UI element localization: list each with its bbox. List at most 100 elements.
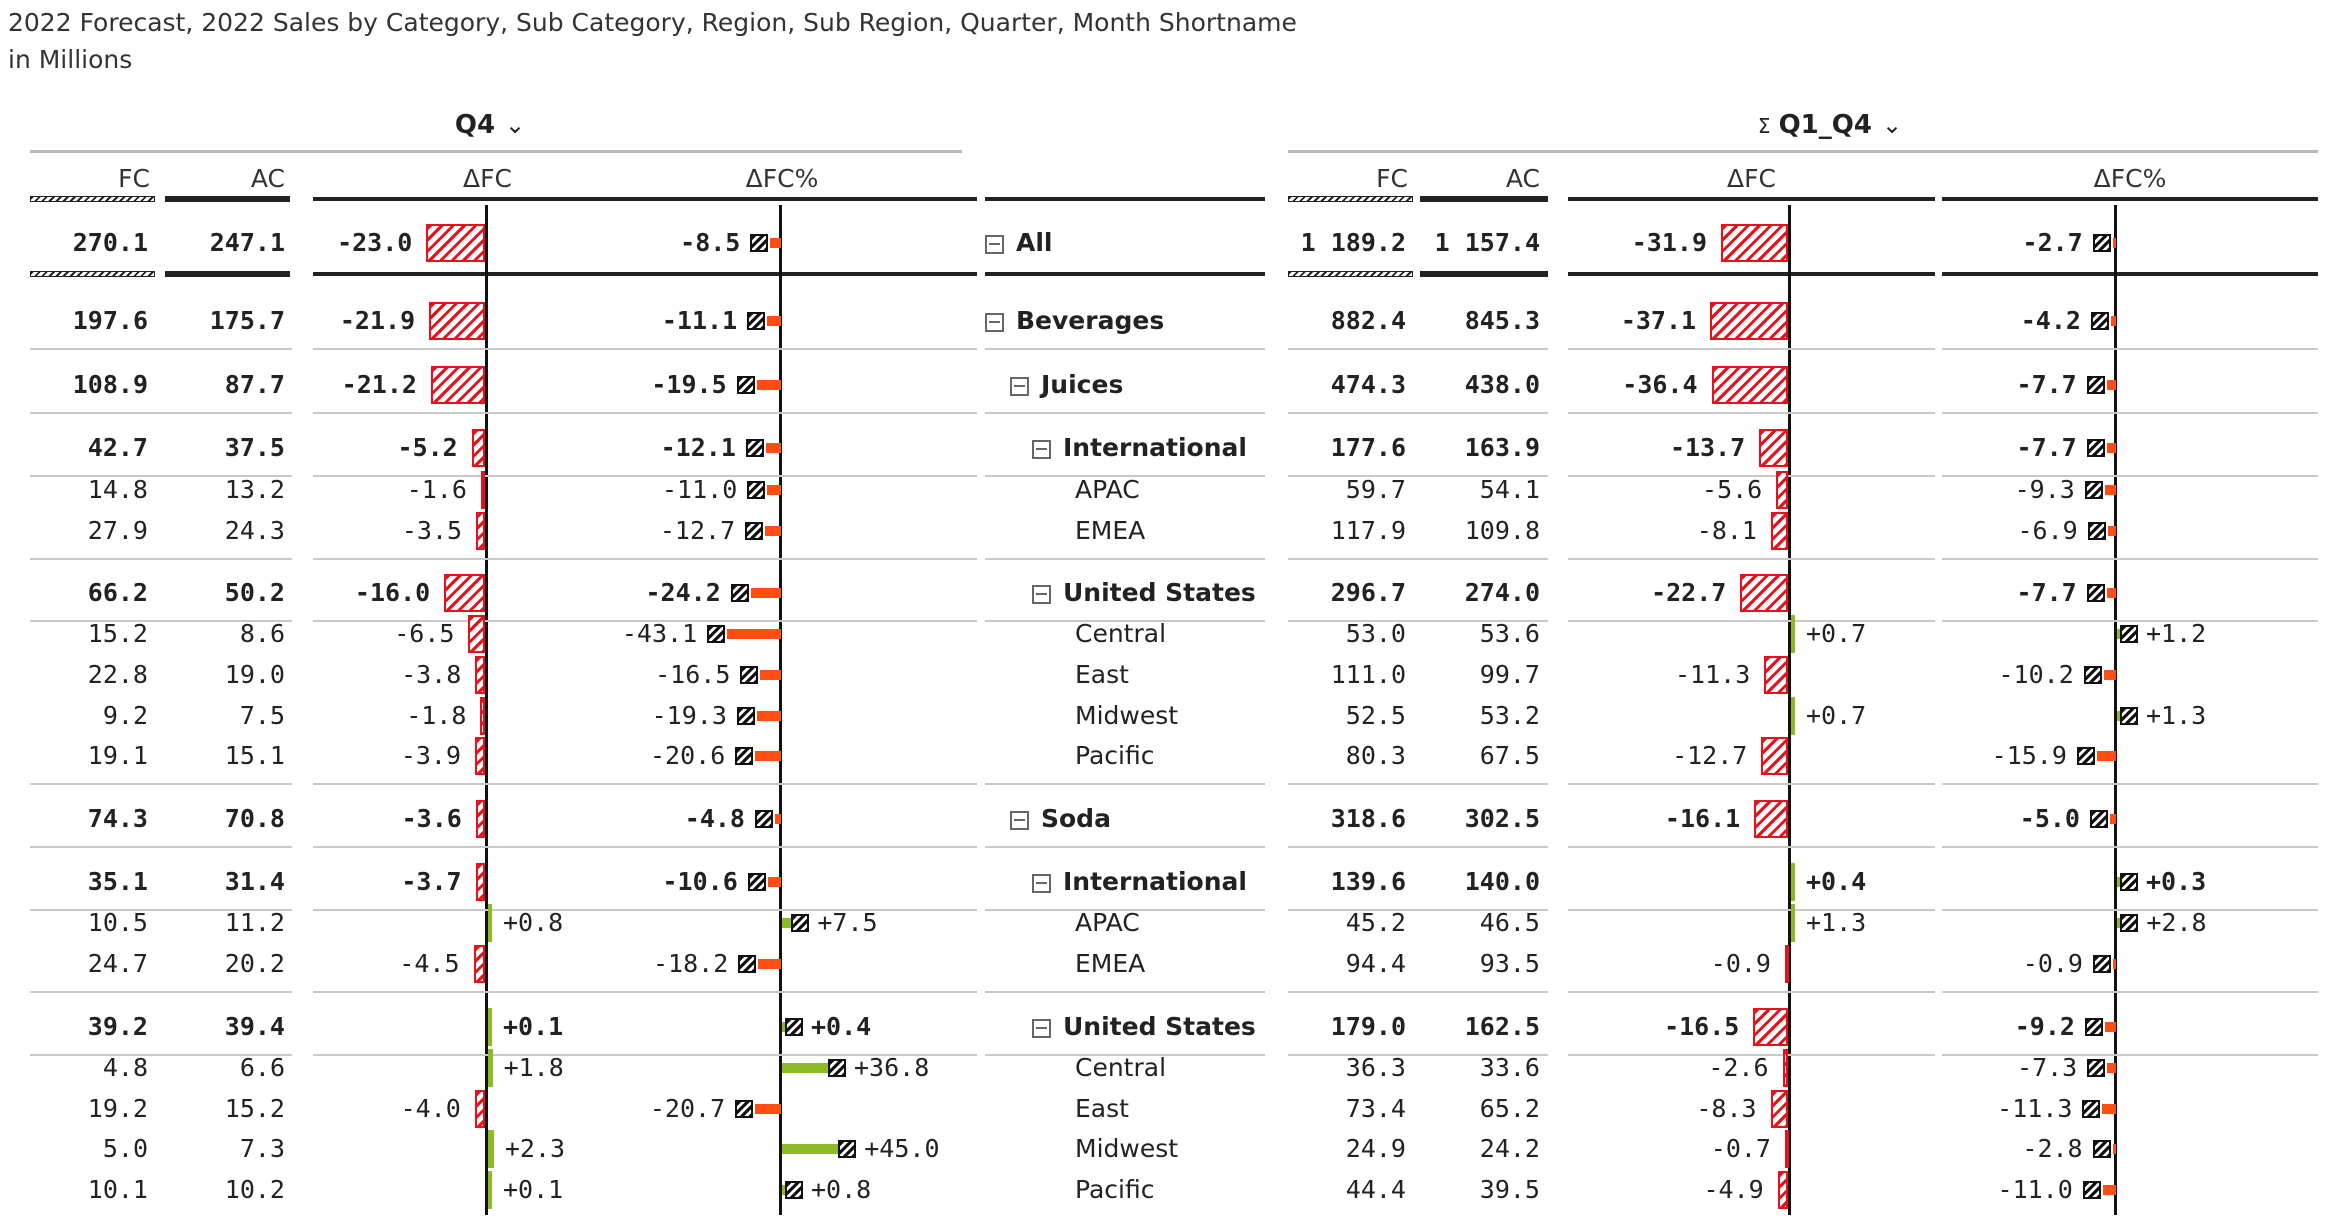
- row-divider: [30, 991, 292, 993]
- pin-marker: [707, 625, 726, 643]
- row-label-text: Soda: [1041, 804, 1111, 833]
- row-label: APAC: [1075, 908, 1140, 938]
- row-label[interactable]: International: [1032, 867, 1247, 897]
- row-label[interactable]: All: [985, 228, 1053, 258]
- cell-ac: 37.5: [224, 433, 285, 462]
- collapse-icon[interactable]: [1032, 584, 1051, 604]
- row-label[interactable]: United States: [1032, 578, 1256, 608]
- cell-dfcp: -4.8: [684, 804, 745, 833]
- pct-bar: [727, 629, 781, 639]
- pin-marker: [2086, 584, 2105, 602]
- cell-ac: 6.6: [239, 1053, 285, 1082]
- dfc-header-line: [313, 197, 662, 201]
- cell-dfcp: +0.8: [811, 1175, 872, 1204]
- dfc-bar: [1764, 656, 1788, 694]
- dfc-bar: [1777, 1171, 1788, 1209]
- row-divider: [30, 558, 292, 560]
- collapse-icon[interactable]: [1032, 873, 1051, 893]
- cell-dfcp: -2.8: [2022, 1134, 2083, 1163]
- row-label[interactable]: Juices: [1010, 370, 1123, 400]
- pin-marker: [2090, 810, 2108, 828]
- row-label: Midwest: [1075, 701, 1178, 731]
- cell-dfcp: +7.5: [817, 908, 878, 937]
- row-divider: [313, 620, 662, 622]
- cell-dfc: -16.5: [1664, 1012, 1740, 1041]
- group-divider-left: [30, 150, 962, 153]
- collapse-icon[interactable]: [1010, 376, 1029, 396]
- pin-marker: [2120, 873, 2138, 891]
- cell-ac: 7.3: [239, 1134, 285, 1163]
- collapse-icon[interactable]: [1032, 1018, 1051, 1038]
- ac-legend-bar: [165, 196, 290, 202]
- row-label: East: [1075, 660, 1129, 690]
- cell-ac: 33.6: [1479, 1053, 1540, 1082]
- cell-dfcp: +1.3: [2146, 701, 2207, 730]
- group-header-q4[interactable]: Q4 ⌄: [310, 110, 670, 140]
- collapse-icon[interactable]: [1010, 810, 1029, 830]
- pin-marker: [2084, 1018, 2103, 1036]
- pin-marker: [745, 439, 764, 457]
- dfc-bar: [476, 512, 485, 550]
- dfc-bar: [475, 656, 485, 694]
- cell-ac: 8.6: [239, 619, 285, 648]
- row-label-text: Midwest: [1075, 1134, 1179, 1163]
- fc-legend-bar: [1288, 196, 1413, 202]
- pct-bar: [755, 751, 781, 761]
- pin-marker: [747, 873, 766, 891]
- pct-bar: [782, 1144, 839, 1154]
- dfc-bar: [475, 737, 485, 775]
- cell-ac: 20.2: [224, 949, 285, 978]
- row-label[interactable]: Beverages: [985, 306, 1164, 336]
- cell-fc: 22.8: [87, 660, 148, 689]
- cell-fc: 4.8: [102, 1053, 148, 1082]
- cell-dfc: -5.6: [1702, 475, 1763, 504]
- row-label-text: Pacific: [1075, 1175, 1155, 1204]
- cell-ac: 15.1: [224, 741, 285, 770]
- collapse-icon[interactable]: [985, 234, 1004, 254]
- dfc-bar: [1711, 366, 1788, 404]
- cell-ac: 67.5: [1479, 741, 1540, 770]
- dfc-bar: [1770, 1090, 1788, 1128]
- pct-bar: [2112, 238, 2116, 248]
- dfc-bar: [1785, 1130, 1789, 1168]
- collapse-icon[interactable]: [985, 312, 1004, 332]
- row-divider: [1288, 558, 1548, 560]
- pin-marker: [2082, 1100, 2101, 1118]
- cell-fc: 44.4: [1345, 1175, 1406, 1204]
- pin-marker: [2087, 522, 2106, 540]
- group-label-q1-q4: Q1_Q4: [1778, 110, 1872, 140]
- dfc-bar: [1791, 697, 1795, 735]
- dfc-axis-right: [1788, 205, 1791, 1215]
- row-divider: [1942, 558, 2318, 560]
- row-label[interactable]: United States: [1032, 1012, 1256, 1042]
- collapse-icon[interactable]: [1032, 439, 1051, 459]
- row-divider: [30, 412, 292, 414]
- dfc-total-line: [1568, 272, 1935, 276]
- cell-dfcp: -11.1: [661, 306, 738, 335]
- row-divider: [313, 991, 662, 993]
- row-divider: [1288, 1054, 1548, 1056]
- cell-dfc: -21.9: [339, 306, 416, 335]
- cell-dfc: +0.4: [1806, 867, 1867, 896]
- cell-fc: 179.0: [1330, 1012, 1406, 1041]
- cell-fc: 39.2: [87, 1012, 148, 1041]
- row-label: Midwest: [1075, 1134, 1178, 1164]
- row-label[interactable]: International: [1032, 433, 1247, 463]
- dfc-bar: [480, 697, 485, 735]
- pin-marker: [735, 747, 754, 765]
- group-header-q1-q4[interactable]: Σ Q1_Q4 ⌄: [1620, 110, 2040, 140]
- pin-marker: [2120, 707, 2138, 725]
- row-label[interactable]: Soda: [1010, 804, 1111, 834]
- chevron-down-icon[interactable]: ⌄: [1881, 111, 1903, 139]
- dfc-bar: [1776, 471, 1788, 509]
- pct-bar: [2096, 751, 2116, 761]
- pct-bar: [2107, 526, 2116, 536]
- cell-fc: 19.1: [87, 741, 148, 770]
- cell-dfc: -5.2: [397, 433, 458, 462]
- cell-fc: 24.7: [87, 949, 148, 978]
- chevron-down-icon[interactable]: ⌄: [505, 111, 526, 139]
- cell-fc: 270.1: [72, 228, 148, 257]
- dfc-bar: [1740, 574, 1788, 612]
- row-label-text: International: [1063, 433, 1247, 462]
- row-label-text: Central: [1075, 619, 1167, 648]
